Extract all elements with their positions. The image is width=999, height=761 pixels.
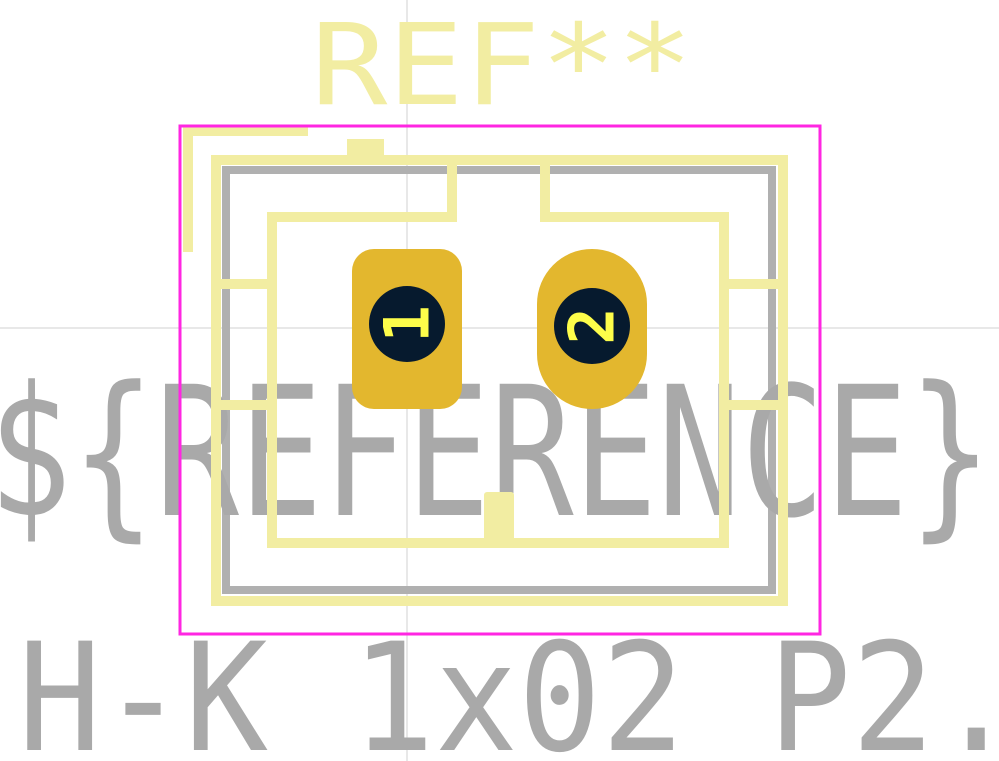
pad-2[interactable]: 2 [537, 249, 647, 409]
pad-1-drill [369, 286, 445, 362]
value-text[interactable]: H-K_1x02_P2. [18, 612, 999, 761]
fab-body-outline [222, 166, 776, 594]
pad-2-drill [554, 288, 630, 364]
pad-1-number: 1 [371, 305, 444, 342]
silk-bottom-notch [484, 492, 514, 543]
silk-top-notch [347, 139, 384, 161]
fabrication-layer [222, 166, 776, 594]
silk-outer-outline [211, 155, 788, 606]
pad-2-number: 2 [556, 307, 629, 344]
ref-text[interactable]: REF** [311, 1, 693, 131]
courtyard-outline [178, 124, 822, 636]
silkscreen-layer [183, 126, 788, 606]
silk-pin1-marker [183, 126, 308, 252]
pad-1[interactable]: 1 [352, 249, 462, 409]
